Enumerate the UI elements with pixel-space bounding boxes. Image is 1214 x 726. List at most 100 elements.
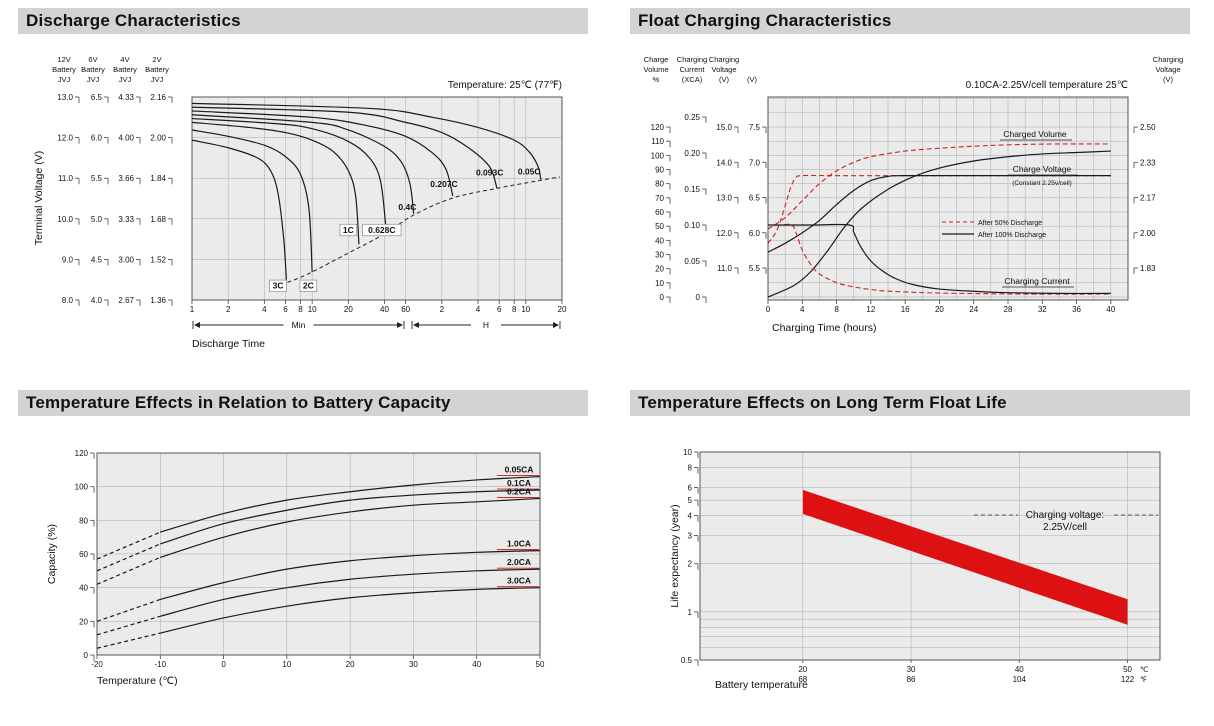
svg-text:40: 40 — [380, 305, 389, 314]
svg-text:Charging voltage:: Charging voltage: — [1026, 510, 1104, 521]
svg-text:0: 0 — [221, 660, 226, 669]
svg-text:40: 40 — [79, 584, 88, 593]
svg-text:13.0: 13.0 — [716, 194, 732, 203]
svg-text:Min: Min — [292, 320, 306, 330]
svg-text:4: 4 — [262, 305, 267, 314]
svg-text:-10: -10 — [155, 660, 167, 669]
svg-text:2.17: 2.17 — [1140, 194, 1156, 203]
svg-text:90: 90 — [655, 166, 664, 175]
svg-text:6: 6 — [497, 305, 502, 314]
svg-text:Charge Voltage: Charge Voltage — [1013, 164, 1072, 174]
svg-text:11.0: 11.0 — [717, 264, 733, 273]
svg-text:1.36: 1.36 — [150, 296, 166, 305]
svg-text:Charging Time (hours): Charging Time (hours) — [772, 322, 876, 334]
svg-text:(V): (V) — [719, 75, 730, 84]
svg-text:4: 4 — [688, 512, 693, 521]
svg-text:3.0CA: 3.0CA — [507, 576, 531, 586]
svg-text:30: 30 — [409, 660, 418, 669]
svg-text:1: 1 — [688, 608, 693, 617]
svg-text:0.2CA: 0.2CA — [507, 486, 531, 496]
svg-text:8: 8 — [688, 463, 693, 472]
svg-text:7.0: 7.0 — [749, 158, 761, 167]
svg-text:2.0CA: 2.0CA — [507, 557, 531, 567]
svg-text:6.0: 6.0 — [91, 134, 103, 143]
temp-capacity-panel-title: Temperature Effects in Relation to Batte… — [18, 390, 588, 416]
svg-text:Volume: Volume — [643, 65, 668, 74]
svg-text:0.207C: 0.207C — [430, 179, 457, 189]
svg-text:0.20: 0.20 — [684, 149, 700, 158]
svg-text:4: 4 — [800, 305, 805, 314]
float-life-panel: Temperature Effects on Long Term Float L… — [622, 390, 1204, 726]
svg-text:Life expectancy (year): Life expectancy (year) — [669, 504, 681, 607]
svg-text:8: 8 — [512, 305, 517, 314]
svg-text:0.10: 0.10 — [684, 221, 700, 230]
svg-text:Terminal Voltage (V): Terminal Voltage (V) — [33, 151, 45, 246]
discharge-panel-title: Discharge Characteristics — [18, 8, 588, 34]
svg-text:15.0: 15.0 — [716, 123, 732, 132]
svg-text:20: 20 — [344, 305, 353, 314]
svg-text:0.093C: 0.093C — [476, 168, 503, 178]
svg-text:4: 4 — [476, 305, 481, 314]
svg-text:Battery: Battery — [52, 65, 76, 74]
svg-text:2.50: 2.50 — [1140, 123, 1156, 132]
float-charging-panel-title: Float Charging Characteristics — [630, 8, 1190, 34]
svg-text:Discharge Time: Discharge Time — [192, 338, 265, 350]
svg-text:80: 80 — [655, 180, 664, 189]
svg-text:6.5: 6.5 — [91, 93, 103, 102]
svg-text:40: 40 — [472, 660, 481, 669]
svg-text:122: 122 — [1121, 675, 1135, 684]
svg-text:0.05: 0.05 — [684, 257, 700, 266]
svg-text:Capacity (%): Capacity (%) — [46, 524, 58, 584]
svg-text:(Constant 2.25v/cell): (Constant 2.25v/cell) — [1012, 180, 1072, 187]
svg-text:JVJ: JVJ — [151, 75, 164, 84]
svg-text:0.5: 0.5 — [681, 656, 693, 665]
svg-text:Charging: Charging — [677, 55, 707, 64]
svg-text:0.05CA: 0.05CA — [505, 465, 534, 475]
svg-text:10: 10 — [282, 660, 291, 669]
discharge-panel: Discharge Characteristics 3C 2C 1C 0.628C 0.… — [10, 8, 602, 374]
svg-text:3C: 3C — [273, 281, 284, 291]
svg-text:6: 6 — [283, 305, 288, 314]
svg-text:Charging: Charging — [1153, 55, 1183, 64]
svg-text:86: 86 — [907, 675, 916, 684]
svg-text:12.0: 12.0 — [716, 229, 732, 238]
svg-text:After 50% Discharge: After 50% Discharge — [978, 220, 1042, 227]
svg-text:(V): (V) — [747, 75, 758, 84]
svg-text:1.83: 1.83 — [1140, 264, 1156, 273]
svg-text:5.0: 5.0 — [91, 215, 103, 224]
svg-text:20: 20 — [558, 305, 567, 314]
svg-text:2.00: 2.00 — [1140, 229, 1156, 238]
svg-text:13.0: 13.0 — [57, 93, 73, 102]
svg-text:60: 60 — [655, 208, 664, 217]
svg-text:80: 80 — [79, 516, 88, 525]
temp-capacity-panel: Temperature Effects in Relation to Batte… — [10, 390, 602, 726]
svg-text:0.15: 0.15 — [684, 185, 700, 194]
svg-text:0: 0 — [660, 293, 665, 302]
svg-text:10: 10 — [683, 448, 692, 457]
svg-text:50: 50 — [655, 222, 664, 231]
svg-text:1: 1 — [190, 305, 195, 314]
svg-text:0: 0 — [84, 651, 89, 660]
svg-text:Temperature: 25℃ (77℉): Temperature: 25℃ (77℉) — [448, 80, 562, 91]
svg-text:2: 2 — [440, 305, 445, 314]
svg-text:2: 2 — [688, 560, 693, 569]
svg-text:7.5: 7.5 — [749, 123, 761, 132]
svg-text:4.5: 4.5 — [91, 255, 103, 264]
svg-text:2.00: 2.00 — [150, 134, 166, 143]
svg-text:10: 10 — [308, 305, 317, 314]
svg-text:3.00: 3.00 — [118, 255, 134, 264]
svg-text:℃: ℃ — [1140, 665, 1149, 674]
svg-text:Charge: Charge — [644, 55, 669, 64]
svg-text:20: 20 — [798, 665, 807, 674]
svg-text:8.0: 8.0 — [62, 296, 74, 305]
svg-text:20: 20 — [935, 305, 944, 314]
svg-text:Battery: Battery — [81, 65, 105, 74]
svg-text:30: 30 — [907, 665, 916, 674]
svg-text:0: 0 — [696, 293, 701, 302]
svg-text:120: 120 — [75, 449, 89, 458]
svg-text:70: 70 — [655, 194, 664, 203]
svg-text:32: 32 — [1038, 305, 1047, 314]
svg-text:After 100% Discharge: After 100% Discharge — [978, 232, 1046, 239]
svg-text:8: 8 — [834, 305, 839, 314]
